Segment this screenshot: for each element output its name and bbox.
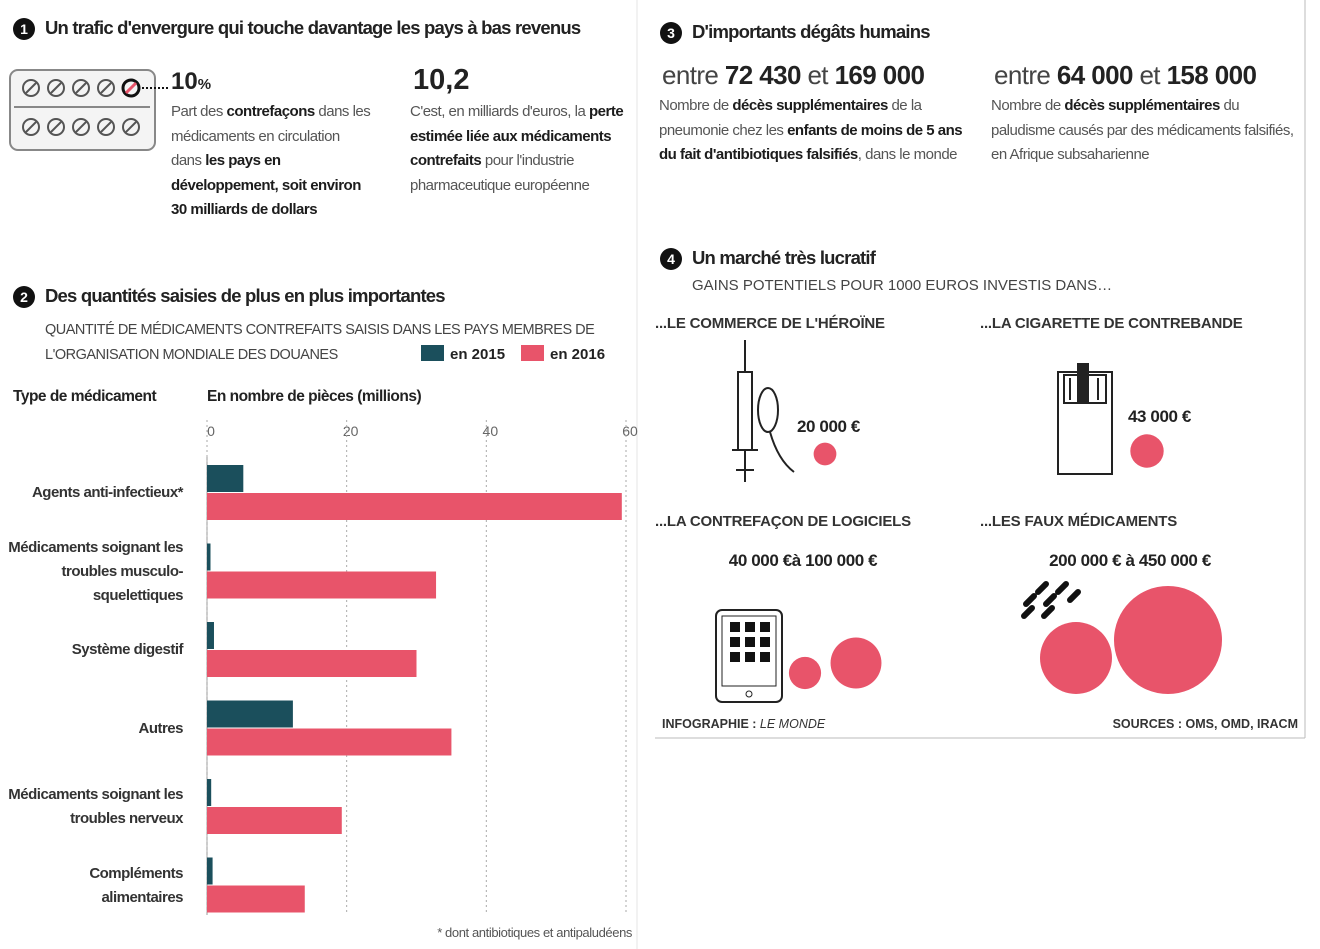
bubble [1040, 622, 1112, 694]
stat-range: entre 64 000 et 158 000 [994, 60, 1256, 91]
bar [207, 465, 243, 492]
bar [207, 701, 293, 728]
x-tick-label: 40 [483, 423, 499, 439]
stat-text: Nombre de décès supplémentaires de la pn… [659, 94, 979, 168]
category-label: Autres [8, 717, 183, 741]
bar [207, 493, 622, 520]
pills-icon [1024, 584, 1078, 616]
stat-text: Part des contrefaçons dans les médicamen… [171, 100, 371, 223]
section-number: 4 [660, 248, 682, 270]
bubble [814, 443, 837, 466]
bar [207, 858, 213, 885]
category-label: Médicaments soignant les troubles muscul… [8, 536, 183, 608]
stat-value: 10% [171, 68, 211, 96]
category-axis-label: Type de médicament [13, 388, 156, 406]
text-bold: décès supplémentaires [732, 97, 887, 114]
credit: INFOGRAPHIE : LE MONDE [662, 717, 825, 731]
item-value: 20 000 € [797, 417, 860, 437]
bar [207, 622, 214, 649]
item-label: ...LE COMMERCE DE L'HÉROÏNE [655, 315, 885, 332]
stat-number: 10 [171, 68, 198, 95]
stat-number: 10,2 [413, 64, 469, 97]
x-axis-label: En nombre de pièces (millions) [207, 388, 421, 406]
range-number: 64 000 [1057, 60, 1133, 90]
section-title: D'importants dégâts humains [692, 21, 930, 43]
range-text: entre [662, 60, 725, 90]
bubble [1114, 586, 1222, 694]
bar [207, 572, 436, 599]
range-number: 158 000 [1167, 60, 1257, 90]
range-number: 72 430 [725, 60, 801, 90]
stat-text: C'est, en milliards d'euros, la perte es… [410, 100, 638, 198]
x-tick-label: 60 [622, 423, 638, 439]
section-number: 1 [13, 18, 35, 40]
stat-text: Nombre de décès supplémentaires du palud… [991, 94, 1306, 168]
range-text: et [801, 60, 835, 90]
text: Part des [171, 103, 227, 120]
category-label: Système digestif [8, 638, 183, 662]
chart-note: * dont antibiotiques et antipaludéens [437, 925, 632, 940]
stat-range: entre 72 430 et 169 000 [662, 60, 924, 91]
section-subtitle: GAINS POTENTIELS POUR 1000 EUROS INVESTI… [692, 277, 1112, 294]
tablet-icon [716, 610, 782, 702]
range-text: entre [994, 60, 1057, 90]
text: Nombre de [991, 97, 1064, 114]
bar [207, 779, 211, 806]
text-bold: contrefaçons [227, 103, 315, 120]
chart-subtitle: QUANTITÉ DE MÉDICAMENTS CONTREFAITS SAIS… [45, 318, 640, 368]
bar [207, 729, 451, 756]
credit-name: LE MONDE [760, 717, 825, 731]
section-number: 2 [13, 286, 35, 308]
bar [207, 650, 417, 677]
item-value: 43 000 € [1128, 407, 1191, 427]
bubble [1130, 434, 1163, 467]
sources: SOURCES : OMS, OMD, IRACM [1113, 717, 1298, 731]
category-label: Agents anti-infectieux* [8, 481, 183, 505]
range-number: 169 000 [835, 60, 925, 90]
category-label: Médicaments soignant les troubles nerveu… [8, 783, 183, 831]
bubble [831, 638, 882, 689]
item-label: ...LA CONTREFAÇON DE LOGICIELS [655, 513, 911, 530]
stat-unit: % [198, 76, 211, 93]
x-tick-label: 20 [343, 423, 359, 439]
item-label: ...LES FAUX MÉDICAMENTS [980, 513, 1177, 530]
bar [207, 544, 210, 571]
bubble [789, 657, 821, 689]
blister-icon [10, 70, 168, 150]
cigarette-icon [1058, 364, 1112, 474]
text: C'est, en milliards d'euros, la [410, 103, 589, 120]
bar [207, 807, 342, 834]
syringe-icon [732, 340, 794, 482]
page: 0204060en 2015en 2016 1 Un trafic d'enve… [0, 0, 1320, 949]
section-title: Un trafic d'envergure qui touche davanta… [45, 17, 580, 39]
item-label: ...LA CIGARETTE DE CONTREBANDE [980, 315, 1243, 332]
x-tick-label: 0 [207, 423, 215, 439]
item-value: 200 000 € à 450 000 € [980, 551, 1280, 571]
text: Nombre de [659, 97, 732, 114]
range-text: et [1133, 60, 1167, 90]
chart-title: Des quantités saisies de plus en plus im… [45, 285, 445, 307]
section-title: Un marché très lucratif [692, 247, 875, 269]
credit-label: INFOGRAPHIE : [662, 717, 760, 731]
text: , dans le monde [858, 146, 957, 163]
text-bold: décès supplémentaires [1064, 97, 1219, 114]
bar [207, 886, 305, 913]
section-number: 3 [660, 22, 682, 44]
item-value: 40 000 €à 100 000 € [653, 551, 953, 571]
category-label: Compléments alimentaires [8, 862, 183, 910]
